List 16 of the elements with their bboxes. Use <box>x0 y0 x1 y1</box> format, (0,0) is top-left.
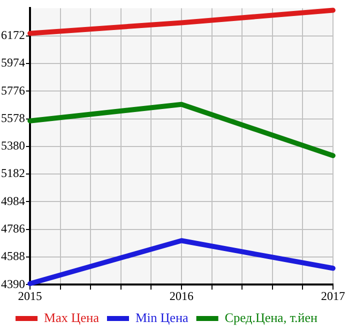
y-tick-label: 4786 <box>1 221 25 236</box>
legend-label: Сред.Цена, т.йен <box>224 310 318 325</box>
x-tick-label: 2016 <box>170 288 194 303</box>
x-tick-label: 2017 <box>321 288 345 303</box>
y-tick-label: 4984 <box>1 194 25 208</box>
y-tick-label: 6172 <box>1 28 25 42</box>
legend-label: Min Цена <box>136 310 189 325</box>
x-tick-label: 2015 <box>18 288 42 303</box>
y-tick-label: 5182 <box>1 166 25 180</box>
legend-label: Max Цена <box>44 310 100 325</box>
y-tick-label: 5578 <box>1 110 25 125</box>
y-tick-label: 4390 <box>1 276 25 291</box>
y-tick-label: 5380 <box>1 138 25 153</box>
y-tick-label: 5776 <box>1 83 25 98</box>
y-tick-label: 4588 <box>1 249 25 264</box>
y-tick-label: 5974 <box>1 56 25 70</box>
